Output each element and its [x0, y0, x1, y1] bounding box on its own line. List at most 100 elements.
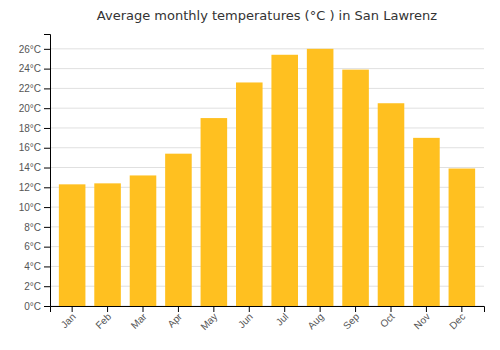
x-tick: May	[198, 306, 219, 332]
x-tick: Aug	[305, 306, 325, 331]
y-tick-mark	[44, 187, 50, 188]
y-tick: 8°C	[24, 222, 50, 233]
y-tick: 0°C	[24, 301, 50, 312]
y-tick: 6°C	[24, 241, 50, 252]
y-axis-line	[44, 35, 51, 307]
bar	[165, 154, 192, 306]
x-axis-line	[51, 307, 485, 313]
x-tick-mark	[391, 306, 392, 312]
bar	[201, 118, 228, 306]
x-tick: Oct	[378, 306, 397, 330]
y-tick-mark	[44, 227, 50, 228]
bar	[59, 184, 86, 306]
y-tick-label: 18°C	[19, 123, 41, 134]
x-tick-label: Jun	[236, 311, 255, 330]
bar	[236, 82, 263, 306]
x-tick: Nov	[412, 306, 432, 331]
y-tick-mark	[44, 128, 50, 129]
grid-line	[50, 68, 484, 69]
y-tick: 4°C	[24, 261, 50, 272]
x-tick-mark	[107, 306, 108, 312]
title: Average monthly temperatures (°C ) in Sa…	[97, 8, 437, 23]
x-tick: Dec	[447, 306, 467, 331]
x-tick-label: May	[198, 311, 219, 332]
y-tick-label: 14°C	[19, 162, 41, 173]
grid-line	[50, 108, 484, 109]
y-tick-mark	[44, 286, 50, 287]
y-tick-label: 10°C	[19, 202, 41, 213]
y-tick: 20°C	[19, 103, 50, 114]
y-tick-mark	[44, 69, 50, 70]
y-tick: 18°C	[19, 123, 50, 134]
x-tick-label: Apr	[165, 310, 184, 329]
y-tick-mark	[44, 88, 50, 89]
x-tick-mark	[249, 306, 250, 312]
grid	[50, 49, 484, 306]
bar	[378, 103, 405, 306]
y-tick-mark	[44, 49, 50, 50]
plot: 0°C 2°C 4°C 6°C 8°C 10°C 12°C 14°C 16°C 18°C 20°C 2…	[19, 35, 485, 333]
x-tick-mark	[178, 306, 179, 312]
x-tick-mark	[426, 306, 427, 312]
x-tick: Sep	[341, 306, 362, 331]
bar	[307, 49, 334, 306]
bar	[342, 70, 369, 306]
y-tick-mark	[44, 168, 50, 169]
x-tick-label: Oct	[378, 311, 397, 330]
x-tick-label: Jul	[274, 311, 291, 328]
y-tick-label: 4°C	[24, 261, 41, 272]
y-tick: 16°C	[19, 142, 50, 153]
y-tick: 10°C	[19, 202, 50, 213]
y-tick-label: 8°C	[24, 222, 41, 233]
y-tick-mark	[44, 266, 50, 267]
bar	[271, 55, 298, 306]
x-tick-mark	[284, 306, 285, 312]
y-tick: 14°C	[19, 162, 50, 173]
x-tick-label: Mar	[129, 310, 149, 330]
x-tick-mark	[143, 306, 144, 312]
grid-line	[50, 88, 484, 89]
y-tick-label: 2°C	[24, 281, 41, 292]
x-tick: Jul	[274, 306, 291, 328]
y-tick-label: 0°C	[24, 301, 41, 312]
y-tick-mark	[44, 148, 50, 149]
y-tick: 2°C	[24, 281, 50, 292]
x-tick-mark	[461, 306, 462, 312]
x-tick-mark	[72, 306, 73, 312]
y-tick: 26°C	[19, 44, 50, 55]
bars	[59, 49, 475, 306]
x-tick-label: Jan	[59, 311, 78, 330]
bar	[94, 183, 121, 306]
y-tick-mark	[44, 108, 50, 109]
grid-line	[50, 127, 484, 128]
y-tick-mark	[44, 247, 50, 248]
x-tick-label: Aug	[305, 311, 325, 331]
x-tick-mark	[320, 306, 321, 312]
x-tick-mark	[355, 306, 356, 312]
y-tick-label: 12°C	[19, 182, 41, 193]
x-tick: Jun	[236, 306, 255, 330]
x-axis: Jan Feb Mar Apr May Jun Jul Aug Sep Oct Nov Dec	[51, 306, 485, 332]
bar	[130, 175, 157, 306]
x-tick-mark	[213, 306, 214, 312]
bar	[449, 169, 476, 306]
x-tick-label: Feb	[93, 311, 113, 331]
x-tick: Jan	[59, 306, 78, 330]
x-tick-label: Dec	[447, 311, 467, 331]
y-tick-label: 24°C	[19, 63, 41, 74]
y-tick: 12°C	[19, 182, 50, 193]
y-tick-label: 16°C	[19, 142, 41, 153]
x-tick: Apr	[165, 306, 184, 330]
y-tick-label: 26°C	[19, 44, 41, 55]
x-tick: Feb	[93, 306, 113, 331]
y-tick-mark	[44, 306, 50, 307]
y-tick-mark	[44, 207, 50, 208]
x-tick-label: Sep	[341, 311, 362, 332]
y-tick-label: 6°C	[24, 241, 41, 252]
y-axis: 0°C 2°C 4°C 6°C 8°C 10°C 12°C 14°C 16°C 18°C 20°C 2…	[19, 35, 51, 312]
grid-line	[50, 48, 484, 49]
bar	[413, 138, 440, 306]
chart: 0°C 2°C 4°C 6°C 8°C 10°C 12°C 14°C 16°C 18°C 20°C 2…	[0, 0, 500, 350]
y-tick: 22°C	[19, 83, 50, 94]
y-tick-label: 20°C	[19, 103, 41, 114]
